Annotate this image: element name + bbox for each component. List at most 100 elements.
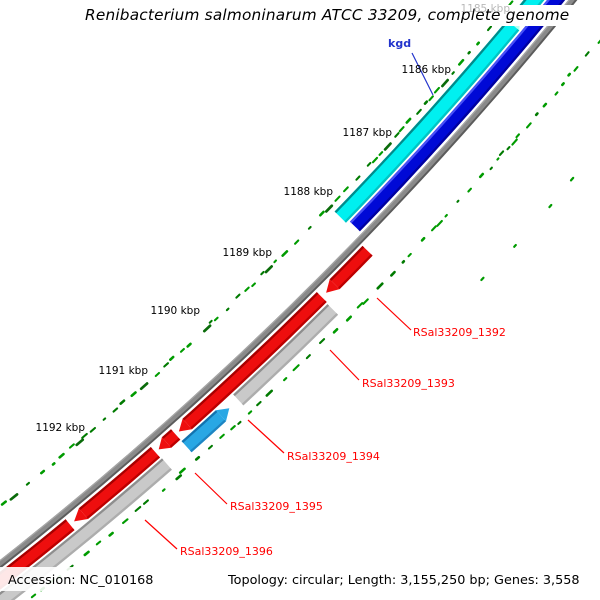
minor-tick-icon <box>89 426 97 433</box>
minor-tick-icon <box>142 499 149 505</box>
minor-tick-icon <box>332 327 339 334</box>
gene-red-gene-b-edge <box>182 292 319 421</box>
gene-red-gene-d-edge <box>78 447 153 510</box>
position-label-1185: 1185 kbp <box>460 3 510 15</box>
minor-tick-icon <box>345 315 353 322</box>
kbp-tick-icon <box>9 493 19 501</box>
gene-blue-gene <box>349 0 566 232</box>
minor-tick-icon <box>194 455 201 461</box>
minor-tick-icon <box>83 550 90 557</box>
minor-tick-icon <box>318 338 326 345</box>
minor-tick-icon <box>30 593 37 599</box>
gene-RSal33209_1395-arrowhead <box>158 437 172 450</box>
gene-RSal33209_1393 <box>233 304 339 406</box>
position-label-1191: 1191 kbp <box>98 365 148 377</box>
gene-red-gene-e-edge <box>0 519 67 575</box>
gene-kgd-edge <box>334 20 509 214</box>
minor-tick-icon <box>458 58 465 66</box>
minor-tick-icon <box>366 161 372 167</box>
minor-tick-icon <box>498 150 505 157</box>
minor-tick-icon <box>416 108 422 115</box>
minor-tick-icon <box>433 86 441 94</box>
gene-red-gene-d-arrowhead <box>74 508 88 522</box>
outer-dot-icon <box>569 176 575 182</box>
gene-RSal33209_1394 <box>181 410 226 453</box>
kbp-tick-icon <box>264 265 274 274</box>
minor-tick-icon <box>567 72 572 77</box>
minor-tick-icon <box>51 462 56 466</box>
callout-line-RSal33209_1394 <box>247 419 285 454</box>
gene-label-kgd: kgd <box>388 37 412 50</box>
callout-line-RSal33209_1393 <box>329 349 360 381</box>
gene-label-RSal33209_1392: RSal33209_1392 <box>413 326 506 339</box>
minor-tick-icon <box>230 425 236 431</box>
minor-tick-icon <box>554 91 559 96</box>
minor-tick-icon <box>355 175 361 181</box>
gene-RSal33209_1396-edge <box>10 468 172 600</box>
minor-tick-icon <box>108 531 114 537</box>
minor-tick-icon <box>283 377 288 382</box>
callout-line-RSal33209_1392 <box>376 297 412 331</box>
minor-tick-icon <box>423 100 429 105</box>
minor-tick-icon <box>407 252 412 258</box>
gene-RSal33209_1396 <box>0 458 172 600</box>
minor-tick-icon <box>431 225 437 232</box>
kbp-tick-icon <box>75 438 85 447</box>
gene-RSal33209_1392-arrowhead <box>326 279 340 293</box>
minor-tick-icon <box>207 444 213 450</box>
minor-tick-icon <box>161 488 166 492</box>
gene-label-RSal33209_1396: RSal33209_1396 <box>180 545 273 558</box>
minor-tick-icon <box>334 195 341 202</box>
minor-tick-icon <box>237 420 242 425</box>
gene-RSal33209_1393-edge <box>233 304 330 397</box>
minor-tick-icon <box>58 452 65 459</box>
minor-tick-icon <box>186 342 192 348</box>
page-title-text: Renibacterium salmoninarum ATCC 33209, c… <box>85 6 570 24</box>
minor-tick-icon <box>112 407 119 413</box>
minor-tick-icon <box>511 138 518 146</box>
minor-tick-icon <box>534 112 539 117</box>
minor-tick-icon <box>169 355 175 361</box>
minor-tick-icon <box>307 225 312 230</box>
position-label-1189: 1189 kbp <box>222 247 272 259</box>
minor-tick-icon <box>343 186 349 193</box>
gene-RSal33209_1394-arrowhead <box>215 408 230 422</box>
callout-line-RSal33209_1396 <box>144 519 178 550</box>
minor-tick-icon <box>489 166 493 171</box>
gene-label-RSal33209_1393: RSal33209_1393 <box>362 377 455 390</box>
outer-dot-icon <box>548 203 553 209</box>
position-label-1188: 1188 kbp <box>283 186 333 198</box>
gene-label-RSal33209_1395: RSal33209_1395 <box>230 500 323 513</box>
minor-tick-icon <box>451 71 455 75</box>
minor-tick-icon <box>362 298 369 305</box>
minor-tick-icon <box>247 410 253 415</box>
gene-RSal33209_1392-edge <box>338 254 373 290</box>
gene-RSal33209_1395-edge <box>161 429 173 439</box>
minor-tick-icon <box>420 236 426 242</box>
minor-tick-icon <box>178 467 186 474</box>
gene-red-gene-b <box>182 292 327 430</box>
minor-tick-icon <box>251 282 256 288</box>
minor-tick-icon <box>401 260 406 264</box>
minor-tick-icon <box>584 51 590 57</box>
gene-kgd <box>334 20 520 223</box>
topology-stats-text: Topology: circular; Length: 3,155,250 bp… <box>228 573 580 588</box>
minor-tick-icon <box>508 0 514 7</box>
minor-tick-icon <box>378 151 384 156</box>
minor-tick-icon <box>561 82 565 87</box>
position-label-1186: 1186 kbp <box>401 64 451 76</box>
minor-tick-icon <box>526 122 532 129</box>
minor-tick-icon <box>273 259 278 264</box>
minor-tick-icon <box>281 250 289 257</box>
minor-tick-icon <box>428 95 434 102</box>
gene-RSal33209_1394-edge <box>190 419 226 453</box>
minor-tick-icon <box>467 187 472 193</box>
minor-tick-icon <box>371 156 379 164</box>
minor-tick-icon <box>208 319 213 324</box>
gene-kgd-edge <box>344 28 520 223</box>
minor-tick-icon <box>260 270 265 276</box>
minor-tick-icon <box>256 400 262 407</box>
minor-tick-icon <box>398 126 405 133</box>
gene-red-gene-d <box>78 447 160 519</box>
